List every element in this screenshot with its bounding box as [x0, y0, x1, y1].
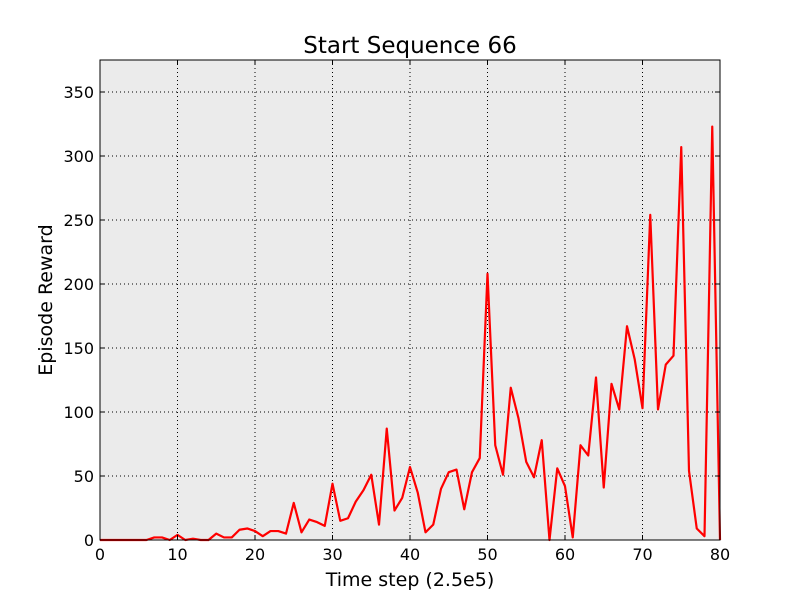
- y-tick-label: 350: [63, 83, 94, 102]
- x-tick-label: 70: [632, 545, 652, 564]
- y-tick-label: 200: [63, 275, 94, 294]
- x-tick-label: 20: [245, 545, 265, 564]
- x-tick-label: 80: [710, 545, 730, 564]
- y-tick-label: 300: [63, 147, 94, 166]
- x-tick-label: 50: [477, 545, 497, 564]
- x-tick-label: 40: [400, 545, 420, 564]
- x-tick-label: 30: [322, 545, 342, 564]
- x-tick-label: 0: [95, 545, 105, 564]
- y-tick-label: 100: [63, 403, 94, 422]
- x-axis-label: Time step (2.5e5): [325, 569, 495, 591]
- y-axis-label: Episode Reward: [35, 224, 57, 375]
- y-tick-label: 250: [63, 211, 94, 230]
- y-tick-label: 50: [74, 467, 94, 486]
- y-tick-label: 0: [84, 531, 94, 550]
- chart-title: Start Sequence 66: [303, 33, 517, 59]
- ticks: 0 10 20 30 40 50 60 70 80 0 50 100 150 200 250 300 350: [63, 60, 730, 564]
- y-tick-label: 150: [63, 339, 94, 358]
- x-tick-label: 10: [167, 545, 187, 564]
- x-tick-label: 60: [555, 545, 575, 564]
- grid: [100, 60, 720, 540]
